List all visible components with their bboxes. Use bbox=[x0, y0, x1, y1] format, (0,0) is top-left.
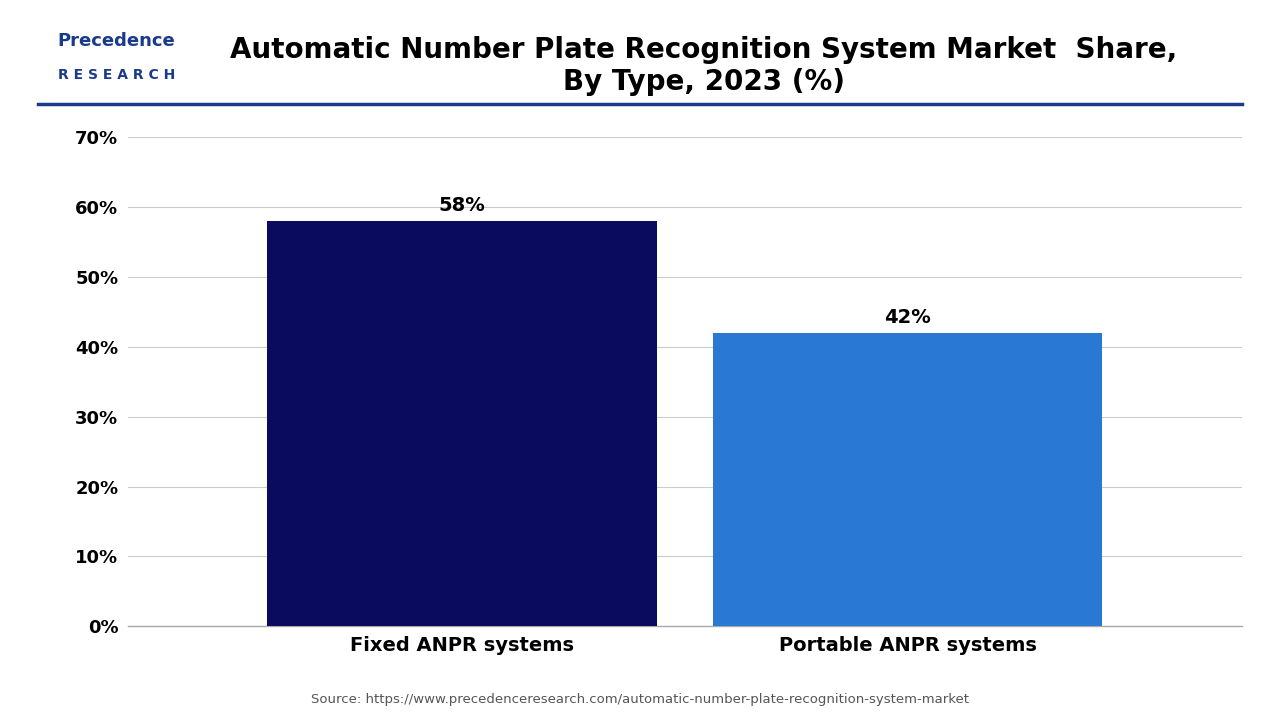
Bar bbox=[268, 221, 657, 626]
Bar bbox=[713, 333, 1102, 626]
Text: R E S E A R C H: R E S E A R C H bbox=[58, 68, 175, 82]
Text: Source: https://www.precedenceresearch.com/automatic-number-plate-recognition-sy: Source: https://www.precedenceresearch.c… bbox=[311, 693, 969, 706]
Text: 42%: 42% bbox=[884, 308, 931, 327]
Text: 58%: 58% bbox=[439, 196, 485, 215]
Text: Automatic Number Plate Recognition System Market  Share,
By Type, 2023 (%): Automatic Number Plate Recognition Syste… bbox=[230, 36, 1178, 96]
Text: Precedence: Precedence bbox=[58, 32, 175, 50]
